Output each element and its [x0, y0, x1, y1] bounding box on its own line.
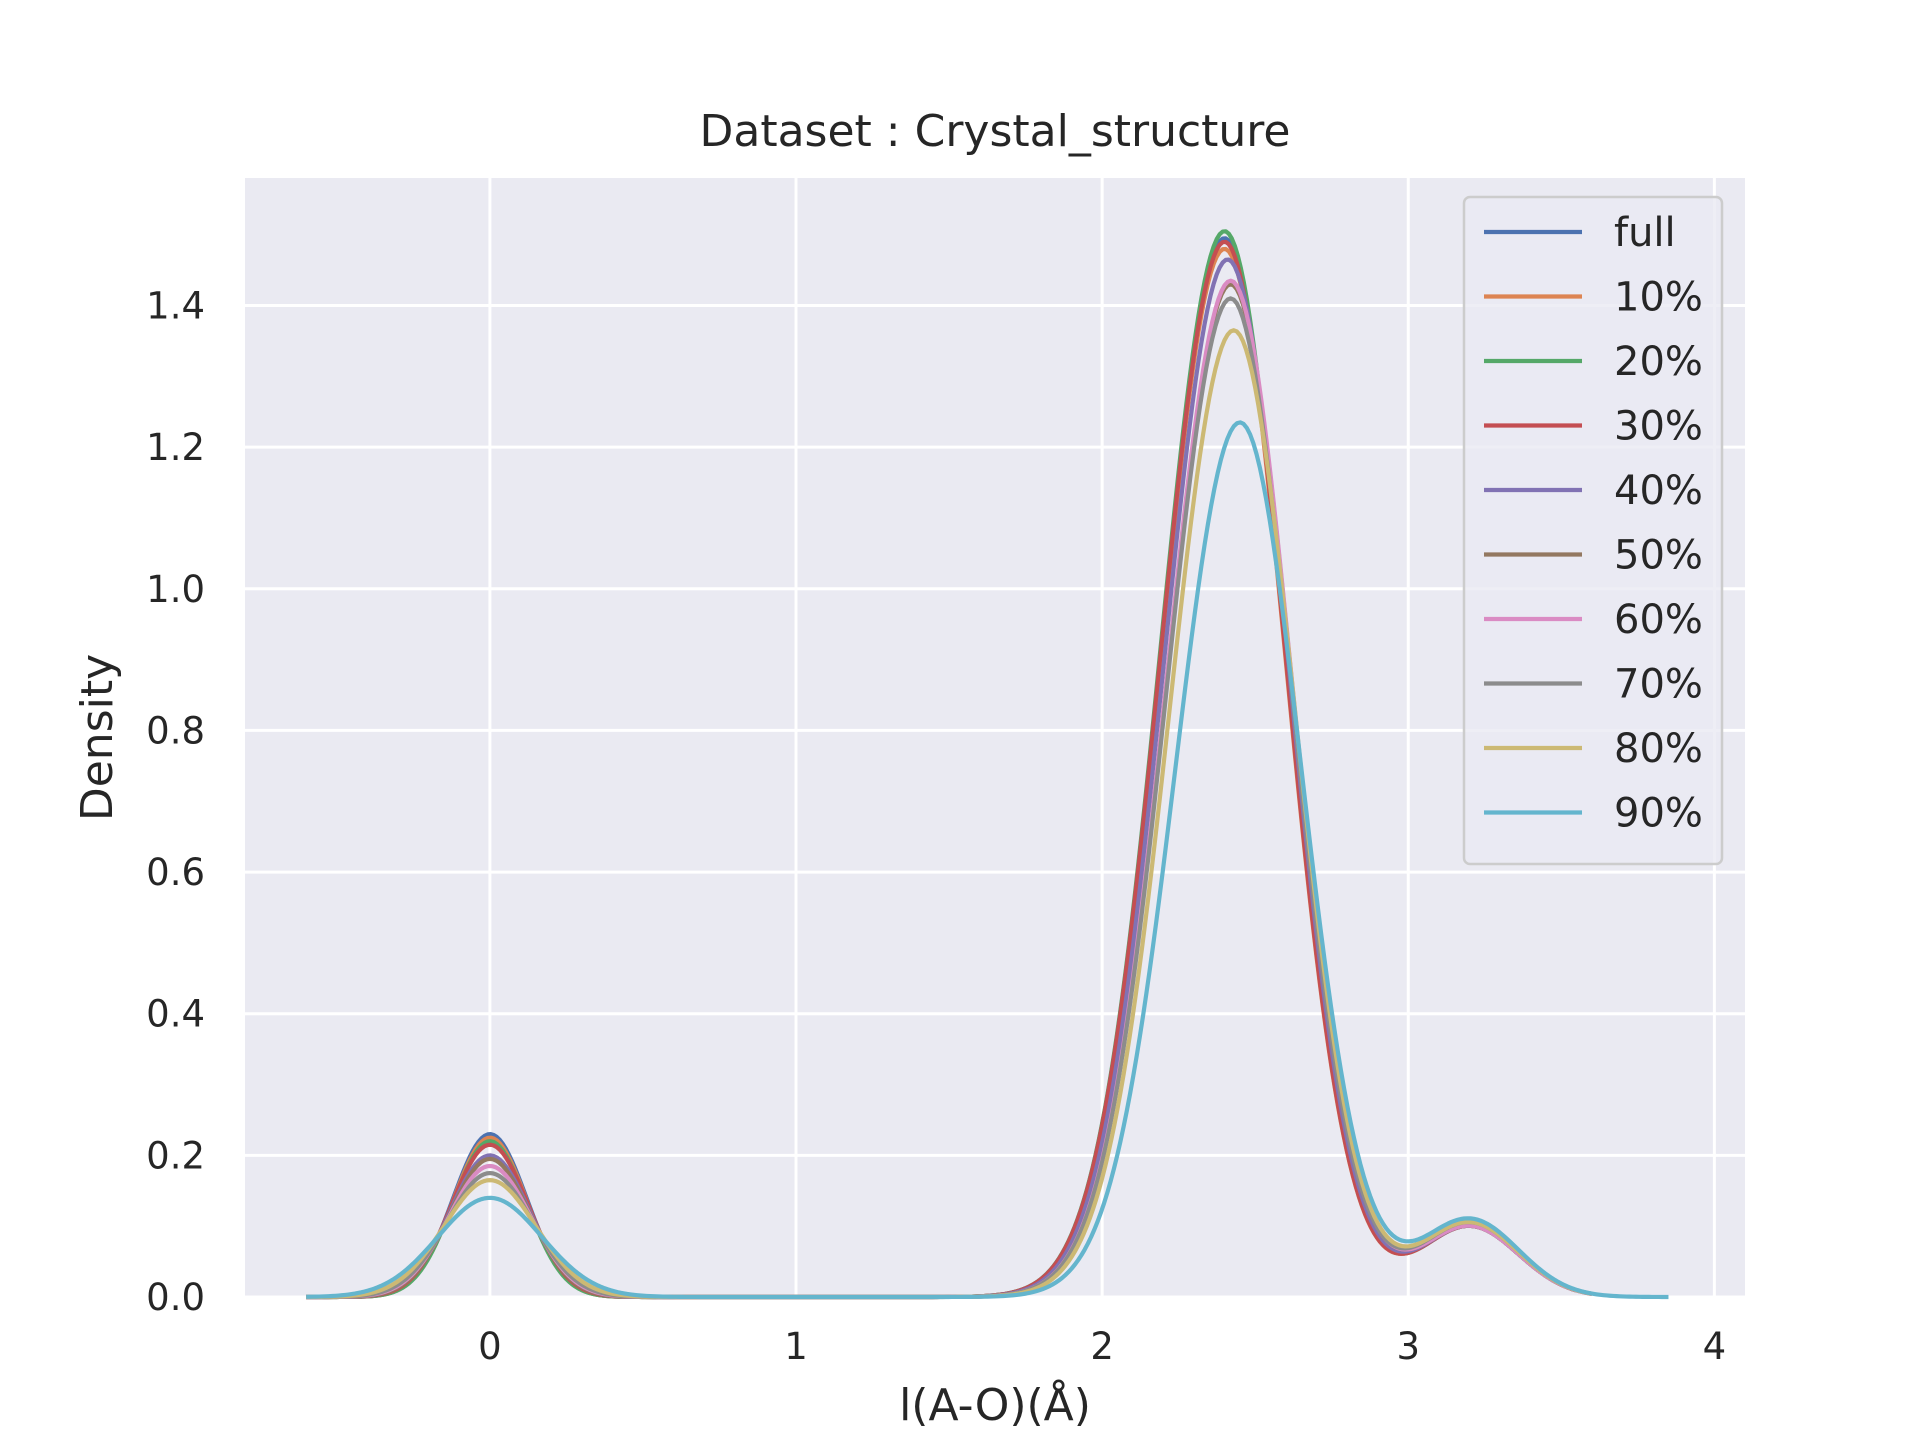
x-tick-label: 4	[1703, 1325, 1727, 1368]
chart-title: Dataset : Crystal_structure	[700, 106, 1291, 157]
x-tick-label: 2	[1090, 1325, 1114, 1368]
legend-label: full	[1614, 210, 1676, 256]
legend-label: 90%	[1614, 791, 1703, 837]
x-axis-label: l(A-O)(Å)	[899, 1378, 1091, 1431]
legend-label: 80%	[1614, 726, 1703, 772]
legend: full 10% 20% 30% 40% 50% 60% 70% 80% 90%	[1462, 195, 1724, 866]
y-tick-label: 0.8	[146, 709, 205, 752]
legend-label: 20%	[1614, 339, 1703, 385]
legend-box	[1462, 195, 1724, 866]
y-tick-label: 0.4	[146, 993, 205, 1036]
x-tick-label: 0	[478, 1325, 502, 1368]
density-curves	[306, 229, 1669, 1300]
legend-label: 50%	[1614, 533, 1703, 579]
y-tick-label: 1.0	[146, 568, 205, 611]
y-tick-label: 0.2	[146, 1134, 205, 1177]
x-tick-label: 1	[784, 1325, 808, 1368]
legend-label: 10%	[1614, 275, 1703, 321]
legend-label: 40%	[1614, 468, 1703, 514]
y-axis-label: Density	[72, 654, 123, 821]
x-tick-label: 3	[1396, 1325, 1420, 1368]
y-axis-ticks: 0.0 0.2 0.4 0.6 0.8 1.0 1.2 1.4	[146, 284, 205, 1319]
y-tick-label: 0.6	[146, 851, 205, 894]
legend-label: 70%	[1614, 662, 1703, 708]
legend-label: 30%	[1614, 404, 1703, 450]
legend-label: 60%	[1614, 597, 1703, 643]
series-line-90pct	[306, 420, 1669, 1300]
y-tick-label: 1.2	[146, 426, 205, 469]
x-axis-ticks: 0 1 2 3 4	[478, 1325, 1726, 1368]
y-tick-label: 1.4	[146, 284, 205, 327]
y-tick-label: 0.0	[146, 1276, 205, 1319]
